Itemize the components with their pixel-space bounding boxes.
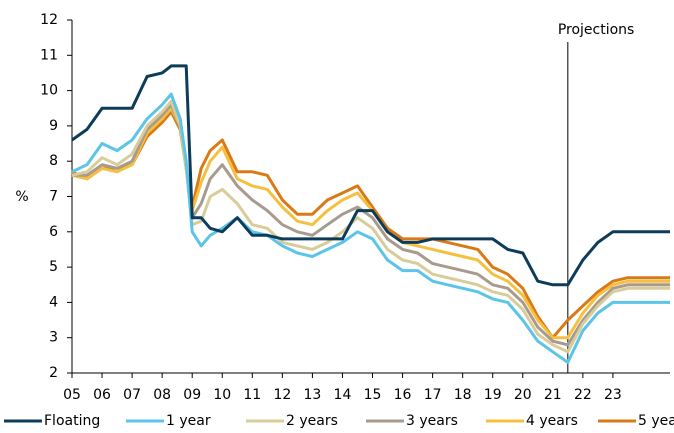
y-tick-label: 5 bbox=[49, 259, 58, 275]
x-tick-label: 18 bbox=[454, 387, 472, 403]
y-tick-label: 10 bbox=[40, 83, 58, 99]
x-tick-label: 15 bbox=[364, 387, 382, 403]
x-tick-label: 12 bbox=[273, 387, 291, 403]
series-line bbox=[71, 106, 670, 340]
y-tick-label: 6 bbox=[49, 224, 58, 240]
annotation: Projections bbox=[558, 22, 635, 38]
x-tick-label: 11 bbox=[243, 387, 261, 403]
y-tick-label: 12 bbox=[40, 12, 58, 28]
x-tick-label: 23 bbox=[604, 387, 622, 403]
legend-label: 4 years bbox=[526, 413, 578, 429]
y-tick-label: 9 bbox=[49, 118, 58, 134]
series-line bbox=[71, 99, 670, 354]
x-tick-label: 22 bbox=[574, 387, 592, 403]
x-tick-label: 16 bbox=[394, 387, 412, 403]
y-tick-label: 2 bbox=[49, 365, 58, 381]
x-tick-label: 10 bbox=[213, 387, 231, 403]
x-tick-label: 19 bbox=[484, 387, 502, 403]
series-line bbox=[71, 110, 670, 340]
x-tick-label: 20 bbox=[514, 387, 532, 403]
y-tick-label: 4 bbox=[49, 294, 58, 310]
x-tick-label: 13 bbox=[303, 387, 321, 403]
y-tick-label: 7 bbox=[49, 189, 58, 205]
y-tick-label: 8 bbox=[49, 153, 58, 169]
series-line bbox=[72, 103, 670, 347]
y-tick-label: 11 bbox=[40, 47, 58, 63]
x-tick-label: 08 bbox=[153, 387, 171, 403]
x-tick-label: 14 bbox=[334, 387, 352, 403]
x-tick-label: 09 bbox=[183, 387, 201, 403]
legend-label: 1 year bbox=[166, 413, 211, 429]
series-line bbox=[71, 92, 670, 364]
legend-label: 2 years bbox=[286, 413, 338, 429]
x-tick-label: 17 bbox=[424, 387, 442, 403]
y-axis-label: % bbox=[15, 189, 28, 205]
y-tick-label: 3 bbox=[49, 330, 58, 346]
x-tick-label: 06 bbox=[93, 387, 111, 403]
legend-label: 3 years bbox=[406, 413, 458, 429]
legend-label: 5 years bbox=[638, 413, 674, 429]
series-line bbox=[71, 64, 670, 287]
x-tick-label: 07 bbox=[123, 387, 141, 403]
x-tick-label: 21 bbox=[544, 387, 562, 403]
legend-label: Floating bbox=[44, 413, 100, 429]
x-tick-label: 05 bbox=[63, 387, 81, 403]
